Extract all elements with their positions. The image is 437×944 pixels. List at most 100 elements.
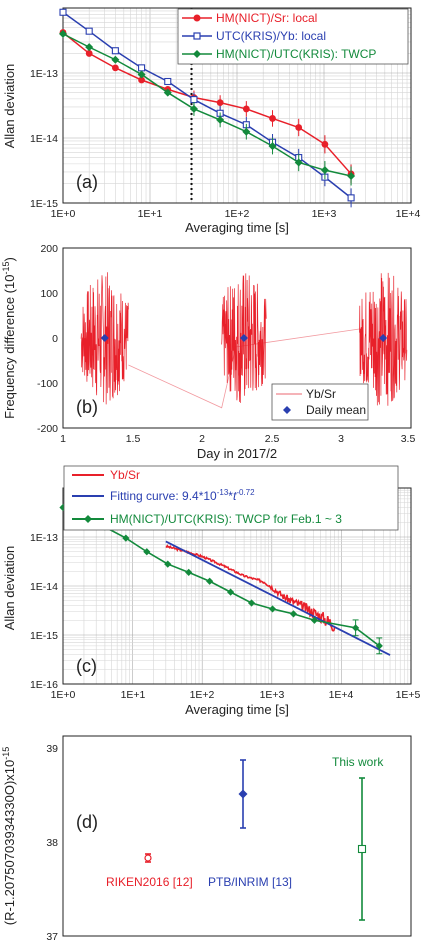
a-point-2-7 — [242, 127, 251, 136]
c-twcp-point-12 — [310, 616, 319, 624]
panel-a-series — [59, 8, 356, 208]
panel-c: 1E-16 1E-15 1E-14 1E-13 1E+0 1E+1 1E+2 1… — [2, 465, 421, 717]
c-twcp-point-10 — [268, 605, 277, 613]
c-ytick-3: 1E-13 — [30, 532, 58, 544]
c-legend-label-1: Fitting curve: 9.4*10-13*t-0.72 — [110, 488, 255, 503]
d-ytick-1: 38 — [46, 837, 58, 849]
panel-b-series — [80, 272, 408, 409]
a-point-0-1 — [85, 50, 93, 57]
c-twcp-point-5 — [164, 560, 172, 568]
a-xtick-0: 1E+0 — [51, 208, 76, 220]
a-point-0-10 — [321, 140, 329, 148]
a-point-2-11 — [347, 172, 356, 181]
a-legend-label-1: UTC(KRIS)/Yb: local — [216, 29, 326, 43]
a-point-2-5 — [189, 104, 198, 113]
panel-b-plot-frame — [62, 247, 412, 429]
c-twcp-point-6 — [185, 568, 193, 576]
a-legend-marker-0 — [193, 14, 201, 22]
a-point-1-11 — [347, 194, 355, 202]
a-point-0-3 — [138, 76, 145, 84]
b-y-axis-label-exp: -15 — [1, 262, 11, 275]
c-xtick-5: 1E+5 — [396, 689, 421, 701]
b-burst-0 — [80, 272, 129, 405]
panel-d: 39 38 37 (R-1.20750703934330O)x10-15 (d)… — [1, 735, 412, 943]
c-legend-label-2: HM(NICT)/UTC(KRIS): TWCP for Feb.1 ~ 3 — [110, 512, 342, 526]
c-y-axis-label: Allan deviation — [2, 546, 17, 631]
b-xtick-3: 2.5 — [265, 433, 280, 445]
a-legend-label-2: HM(NICT)/UTC(KRIS): TWCP — [216, 47, 376, 61]
a-series-line-2 — [62, 33, 352, 177]
c-twcp-point-4 — [143, 548, 151, 556]
c-twcp-point-7 — [206, 577, 214, 585]
d-y-axis-label-exp: -15 — [1, 747, 11, 760]
a-point-2-10 — [320, 166, 329, 175]
a-point-1-3 — [138, 64, 146, 72]
a-legend-box — [177, 8, 409, 65]
c-twcp-point-0 — [59, 503, 67, 512]
c-twcp-point-8 — [227, 588, 235, 596]
a-legend-label-0: HM(NICT)/Sr: local — [216, 11, 317, 25]
a-legend-marker-2 — [193, 50, 201, 58]
panel-d-plot-border — [62, 735, 412, 937]
b-xtick-0: 1 — [60, 433, 66, 445]
d-ytick-2: 39 — [46, 743, 58, 755]
d-point-label-0: RIKEN2016 [12] — [106, 875, 193, 889]
a-point-2-1 — [85, 43, 94, 52]
c-ytick-2: 1E-14 — [30, 581, 58, 593]
b-daily-mean-0 — [100, 334, 109, 342]
b-legend-marker-1 — [283, 406, 291, 414]
b-xtick-4: 3 — [338, 433, 344, 445]
c-legend-label-1-exp2: -0.72 — [236, 488, 255, 497]
a-point-1-5 — [190, 96, 198, 104]
c-legend-label-1-t: t — [233, 489, 237, 503]
c-fit-line — [165, 540, 391, 656]
b-ytick-0: -200 — [37, 423, 58, 435]
c-legend-marker-2 — [84, 515, 92, 523]
d-point-2 — [357, 844, 367, 854]
a-point-2-2 — [111, 55, 120, 64]
c-xtick-4: 1E+4 — [329, 689, 354, 701]
a-point-2-9 — [294, 158, 303, 167]
panel-a-plot-frame — [62, 7, 412, 204]
a-legend: HM(NICT)/Sr: local UTC(KRIS)/Yb: local H… — [177, 8, 409, 65]
b-xtick-5: 3.5 — [401, 433, 416, 445]
d-panel-label: (d) — [76, 812, 98, 832]
a-point-1-1 — [85, 27, 93, 35]
b-y-axis-label-main: Frequency difference (10 — [2, 275, 17, 419]
d-ytick-0: 37 — [46, 931, 58, 943]
c-ytick-1: 1E-15 — [30, 630, 58, 642]
c-ytick-0: 1E-16 — [30, 679, 58, 691]
c-twcp-point-11 — [289, 610, 298, 618]
d-y-axis-label: (R-1.20750703934330O)x10-15 — [1, 747, 17, 926]
a-xtick-1: 1E+1 — [138, 208, 163, 220]
a-point-2-3 — [137, 70, 146, 79]
a-legend-marker-1 — [193, 32, 201, 40]
b-ytick-4: 200 — [40, 243, 58, 255]
c-legend-label-1-exp1: -13 — [217, 488, 229, 497]
b-connector-line — [128, 328, 360, 409]
a-y-axis-label: Allan deviation — [2, 64, 17, 149]
c-legend-label-1-star: * — [228, 489, 233, 503]
a-point-1-2 — [111, 47, 119, 55]
a-point-0-9 — [295, 124, 303, 131]
b-xtick-2: 2 — [199, 433, 205, 445]
b-legend-label-1: Daily mean — [306, 403, 366, 417]
a-point-1-4 — [164, 77, 172, 86]
b-burst-2 — [359, 272, 408, 406]
a-point-0-7 — [242, 105, 250, 113]
c-twcp-point-13 — [352, 624, 360, 632]
a-xtick-4: 1E+4 — [396, 208, 421, 220]
c-legend-box — [63, 465, 399, 531]
a-x-axis-label: Averaging time [s] — [185, 220, 289, 235]
panel-a: 1E-15 1E-14 1E-13 1E+0 1E+1 1E+2 1E+3 1E… — [2, 7, 421, 235]
c-xtick-1: 1E+1 — [121, 689, 146, 701]
a-point-2-0 — [59, 29, 67, 38]
d-point-1 — [238, 789, 248, 799]
a-series-line-1 — [62, 11, 352, 199]
c-twcp-point-14 — [375, 642, 383, 650]
b-legend-label-0: Yb/Sr — [306, 387, 336, 401]
d-point-label-2: This work — [332, 755, 384, 769]
b-ytick-2: 0 — [52, 333, 58, 345]
c-twcp-point-3 — [122, 534, 130, 542]
